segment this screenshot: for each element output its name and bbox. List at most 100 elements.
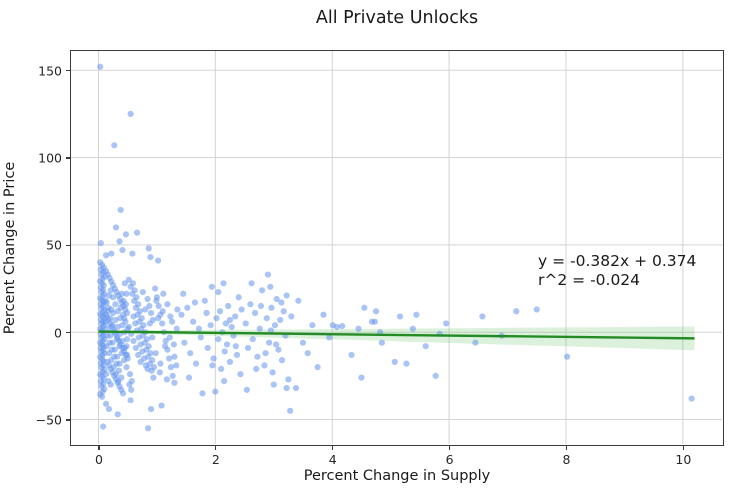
x-tick-label: 0 xyxy=(94,452,103,467)
scatter-point xyxy=(472,339,479,346)
scatter-point xyxy=(339,323,346,330)
x-tick-label: 10 xyxy=(675,452,692,467)
scatter-point xyxy=(145,425,152,432)
scatter-point xyxy=(149,357,156,364)
scatter-point xyxy=(152,285,159,292)
scatter-point xyxy=(396,313,404,320)
scatter-point xyxy=(283,385,290,392)
scatter-point xyxy=(309,322,316,329)
y-axis-label: Percent Change in Price xyxy=(2,161,18,335)
scatter-point xyxy=(145,245,152,252)
scatter-point xyxy=(161,343,169,350)
x-tick-mark xyxy=(448,446,451,450)
scatter-point xyxy=(355,325,362,332)
x-tick-mark xyxy=(565,446,568,450)
scatter-point xyxy=(107,287,114,294)
scatter-point xyxy=(278,299,285,306)
scatter-point xyxy=(140,322,147,329)
scatter-point xyxy=(125,323,132,331)
scatter-point xyxy=(326,334,333,341)
scatter-point xyxy=(147,350,154,357)
scatter-point xyxy=(145,343,152,350)
scatter-point xyxy=(121,315,128,322)
x-tick-label: 6 xyxy=(445,452,454,467)
scatter-point xyxy=(391,358,398,366)
scatter-point xyxy=(121,344,128,352)
scatter-point xyxy=(147,405,155,413)
scatter-point xyxy=(212,388,219,395)
scatter-point xyxy=(105,405,113,413)
scatter-point xyxy=(132,344,139,352)
scatter-point xyxy=(249,336,256,343)
scatter-point xyxy=(185,374,193,381)
scatter-point xyxy=(166,355,173,362)
scatter-point xyxy=(109,339,116,346)
scatter-point xyxy=(247,301,254,308)
scatter-point xyxy=(164,301,171,308)
scatter-point xyxy=(135,301,142,308)
scatter-point xyxy=(124,336,131,343)
scatter-point xyxy=(371,318,378,325)
scatter-point xyxy=(116,238,123,245)
scatter-point xyxy=(261,362,268,369)
scatter-point xyxy=(166,334,173,341)
scatter-point xyxy=(155,302,162,310)
y-tick-label: 150 xyxy=(38,63,62,79)
scatter-point xyxy=(225,302,232,310)
scatter-point xyxy=(233,351,241,359)
scatter-point xyxy=(142,306,149,313)
scatter-point xyxy=(422,343,429,350)
x-tick-mark xyxy=(332,446,334,450)
scatter-point xyxy=(283,292,290,299)
scatter-point xyxy=(153,297,160,304)
scatter-point xyxy=(107,332,114,339)
y-tick-mark xyxy=(66,70,70,72)
scatter-point xyxy=(147,254,154,261)
scatter-point xyxy=(409,325,416,332)
scatter-point xyxy=(128,378,135,385)
scatter-point xyxy=(136,308,144,315)
scatter-point xyxy=(181,339,188,346)
scatter-point xyxy=(208,283,215,290)
scatter-point xyxy=(102,400,110,407)
scatter-point xyxy=(144,295,151,303)
scatter-point xyxy=(135,334,142,341)
y-tick-label: 50 xyxy=(46,237,62,253)
scatter-point xyxy=(258,287,266,294)
scatter-point xyxy=(199,390,206,397)
regression-r-squared: r^2 = -0.024 xyxy=(538,271,641,289)
scatter-point xyxy=(223,341,231,348)
scatter-point xyxy=(137,341,144,348)
scatter-point xyxy=(163,376,170,383)
scatter-point xyxy=(432,372,439,379)
scatter-point xyxy=(264,271,272,278)
scatter-point xyxy=(150,364,158,371)
scatter-point xyxy=(103,299,110,306)
scatter-point xyxy=(111,346,118,353)
scatter-point xyxy=(170,341,177,348)
scatter-point xyxy=(173,325,180,332)
scatter-point xyxy=(157,360,164,367)
scatter-point xyxy=(262,350,269,357)
scatter-point xyxy=(102,318,109,325)
scatter-point xyxy=(129,280,137,287)
scatter-point xyxy=(152,350,159,357)
scatter-point xyxy=(295,297,302,304)
y-tick-mark xyxy=(66,419,70,421)
scatter-point xyxy=(107,315,114,322)
scatter-point xyxy=(191,299,198,306)
scatter-point xyxy=(123,364,130,371)
scatter-point xyxy=(102,311,110,318)
scatter-plot-canvas xyxy=(71,51,722,444)
scatter-point xyxy=(146,302,153,310)
scatter-point xyxy=(131,287,138,294)
scatter-point xyxy=(118,290,125,297)
scatter-point xyxy=(112,224,120,231)
regression-line xyxy=(98,330,695,340)
scatter-point xyxy=(513,308,520,315)
scatter-point xyxy=(256,325,263,332)
scatter-point xyxy=(314,364,321,371)
scatter-point xyxy=(150,374,157,381)
scatter-point xyxy=(333,323,340,331)
scatter-point xyxy=(251,309,259,317)
